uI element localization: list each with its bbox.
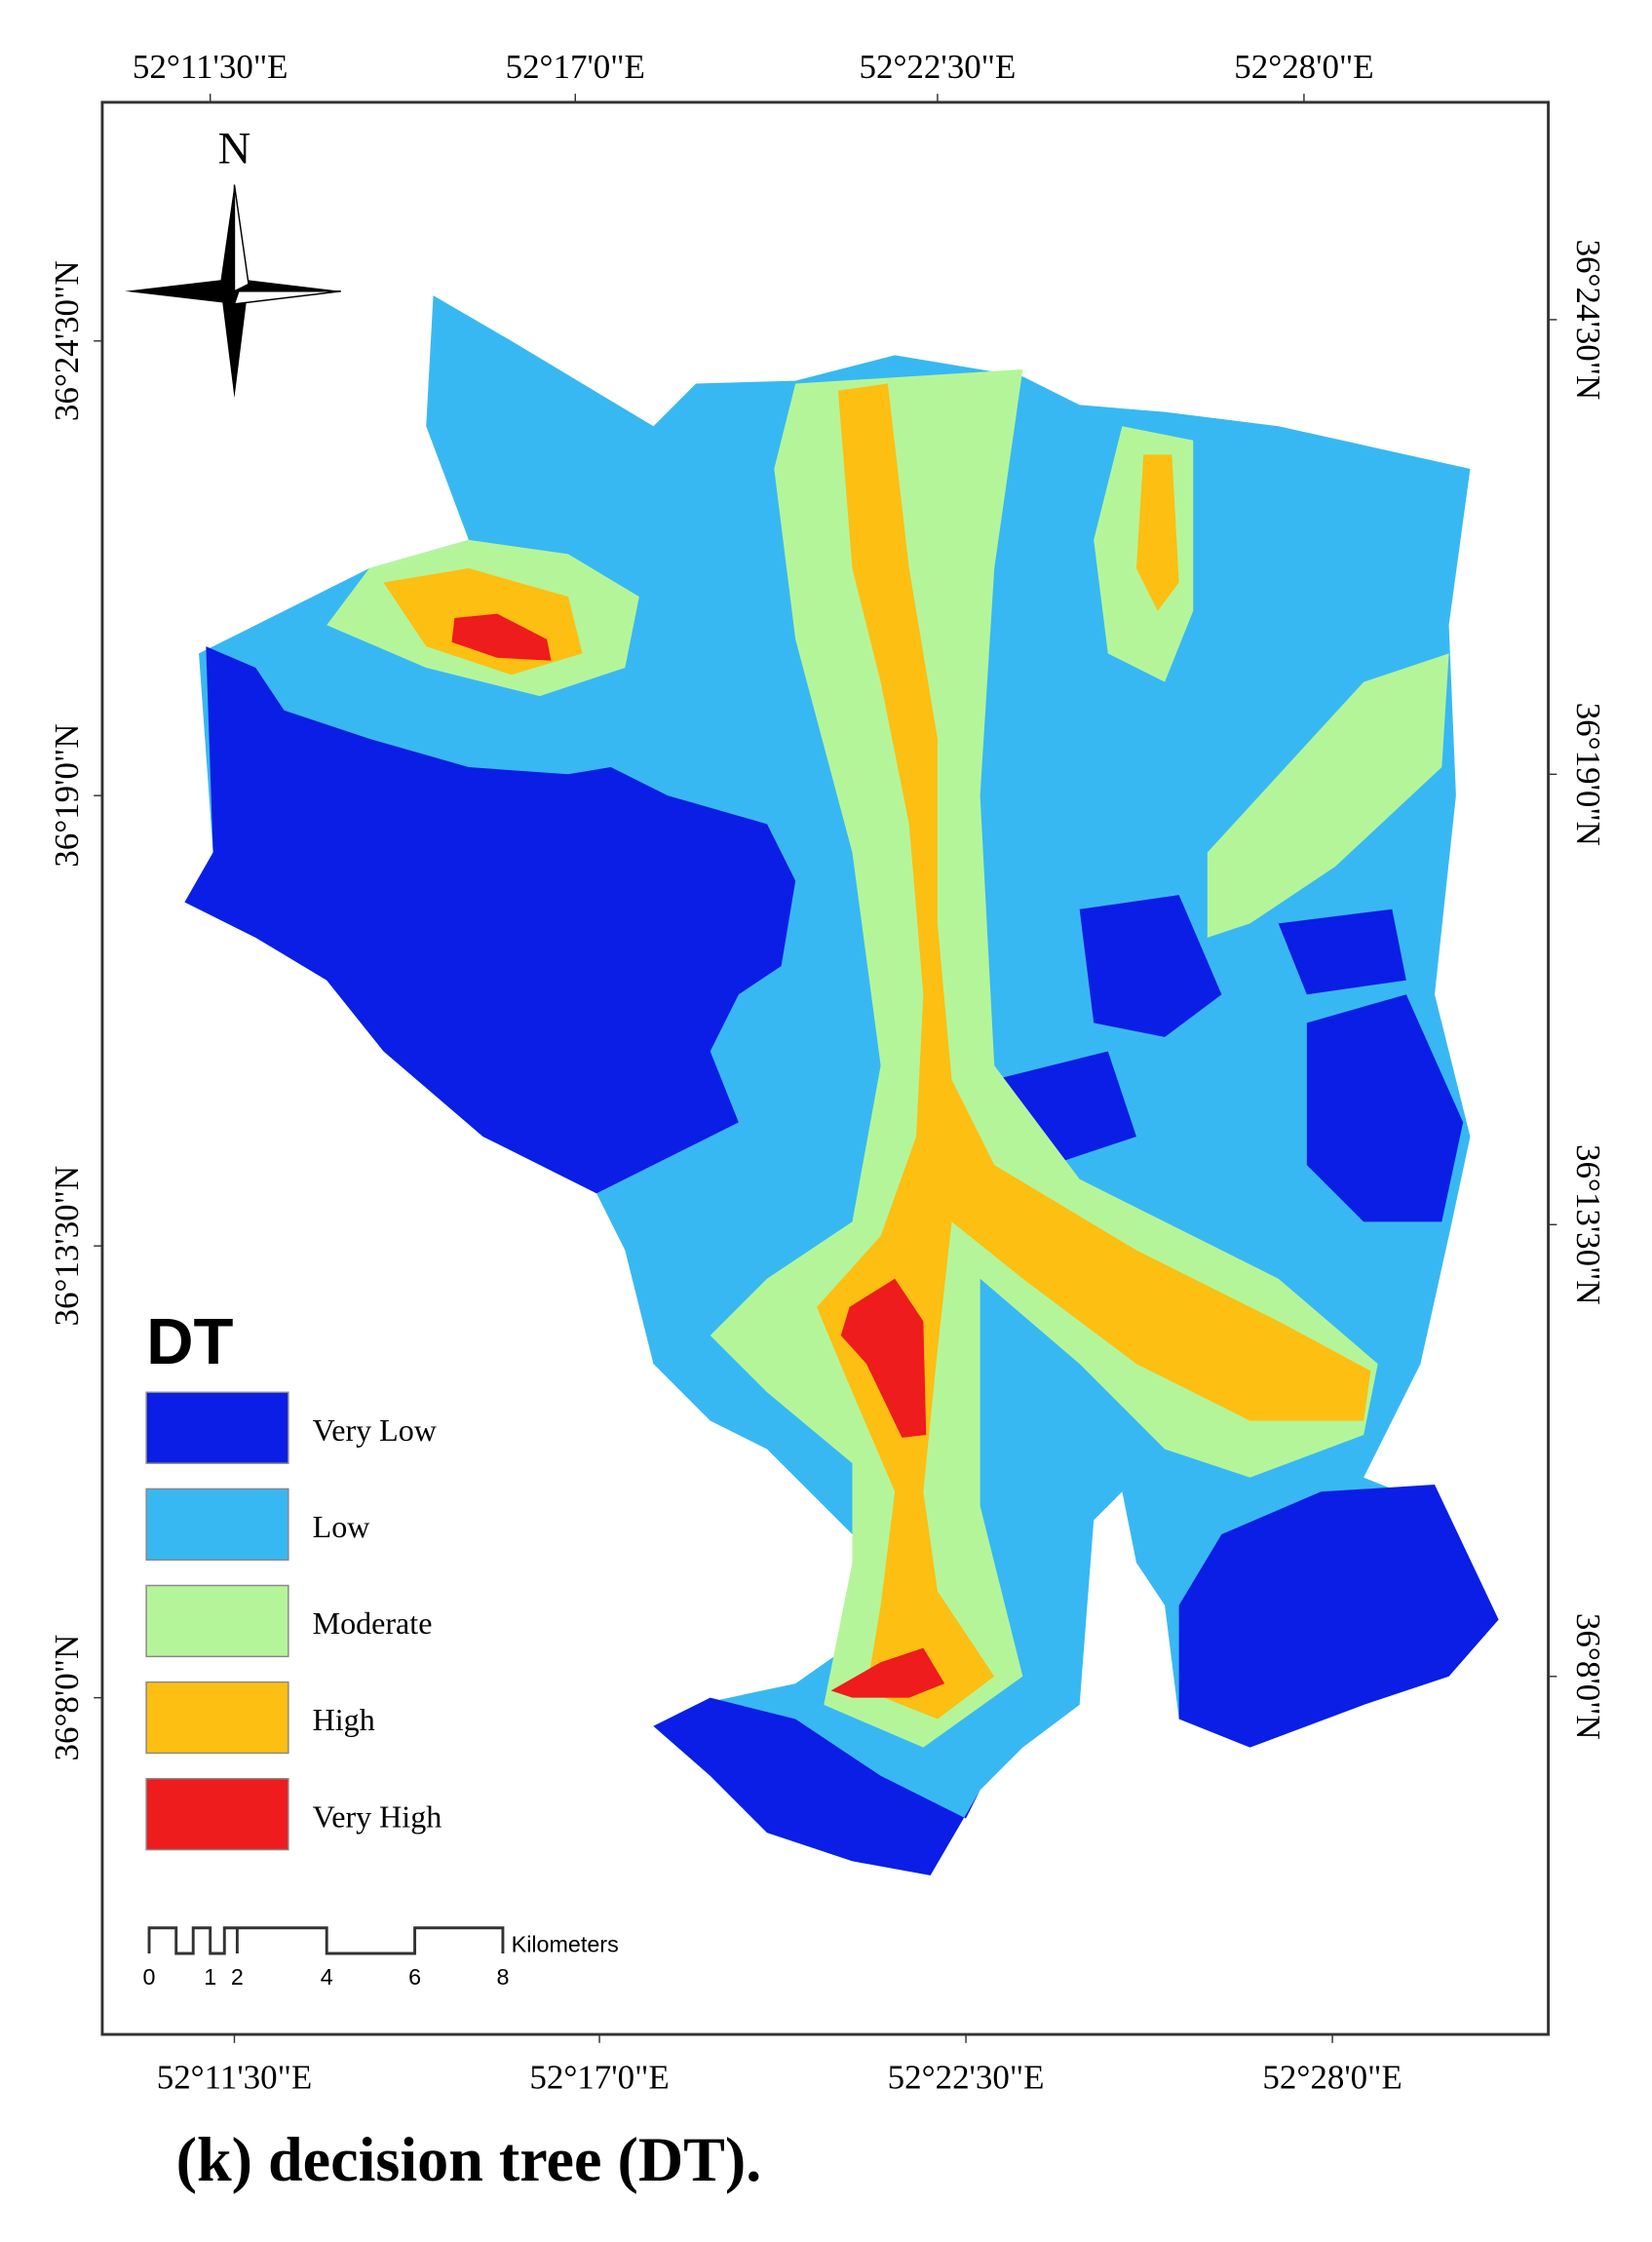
map-area [184,295,1499,1875]
legend-label: Low [313,1509,370,1544]
left-tick-label: 36°19'0"N [48,724,86,868]
region-high [817,383,1371,1720]
legend-swatch [145,1777,289,1851]
scale-label: 4 [321,1964,333,1990]
legend-label: Very High [313,1798,442,1834]
right-tick-label: 36°8'0"N [1569,1613,1607,1740]
legend-title: DT [146,1305,233,1378]
region-very-low [1278,908,1406,995]
scale-label: 0 [143,1964,156,1990]
top-tick-label: 52°28'0"E [1234,48,1373,86]
north-arrow: N [125,124,341,399]
region-very-low [1178,1485,1499,1748]
right-tick-label: 36°13'30"N [1569,1144,1607,1305]
scale-label: 8 [496,1964,509,1990]
region-very-low [184,646,796,1194]
caption: (k) decision tree (DT). [176,2125,762,2194]
scale-bar [147,1926,505,1955]
left-tick-label: 36°24'30"N [48,260,86,421]
top-tick-label: 52°17'0"E [506,48,645,86]
legend-swatch [145,1584,289,1658]
region-high [1135,454,1179,611]
bottom-tick-label: 52°11'30"E [157,2058,313,2096]
legend-label: Very Low [313,1412,437,1448]
scale-label: 2 [231,1964,244,1990]
region-very-low [1079,895,1222,1037]
scale-label: 1 [204,1964,216,1990]
right-tick-label: 36°24'30"N [1569,240,1607,401]
region-low [184,295,1499,1875]
map-figure: N DT (k) decision tree (DT). 52°11'30"E 5… [48,48,1607,2194]
right-tick-label: 36°19'0"N [1569,703,1607,846]
bottom-tick-label: 52°17'0"E [529,2058,669,2096]
legend-swatch [145,1488,289,1561]
region-very-high [830,1647,945,1698]
region-very-low [994,1051,1136,1166]
legend-label: Moderate [313,1605,433,1641]
top-tick-label: 52°22'30"E [859,48,1016,86]
left-tick-label: 36°8'0"N [48,1635,86,1761]
left-tick-label: 36°13'30"N [48,1166,86,1327]
legend-swatch [145,1681,289,1755]
legend-label: High [313,1702,375,1737]
bottom-tick-label: 52°22'30"E [888,2058,1045,2096]
region-very-low [1306,994,1464,1222]
legend-swatch [145,1391,289,1464]
region-very-low [653,1697,980,1875]
legend: DT [146,1305,233,1378]
region-very-high [840,1278,927,1438]
scale-unit: Kilometers [512,1932,619,1957]
region-very-high [451,613,552,661]
region-moderate [1207,653,1449,938]
scale-label: 6 [408,1964,421,1990]
north-label: N [218,124,251,174]
bottom-tick-label: 52°28'0"E [1262,2058,1402,2096]
top-tick-label: 52°11'30"E [133,48,288,86]
